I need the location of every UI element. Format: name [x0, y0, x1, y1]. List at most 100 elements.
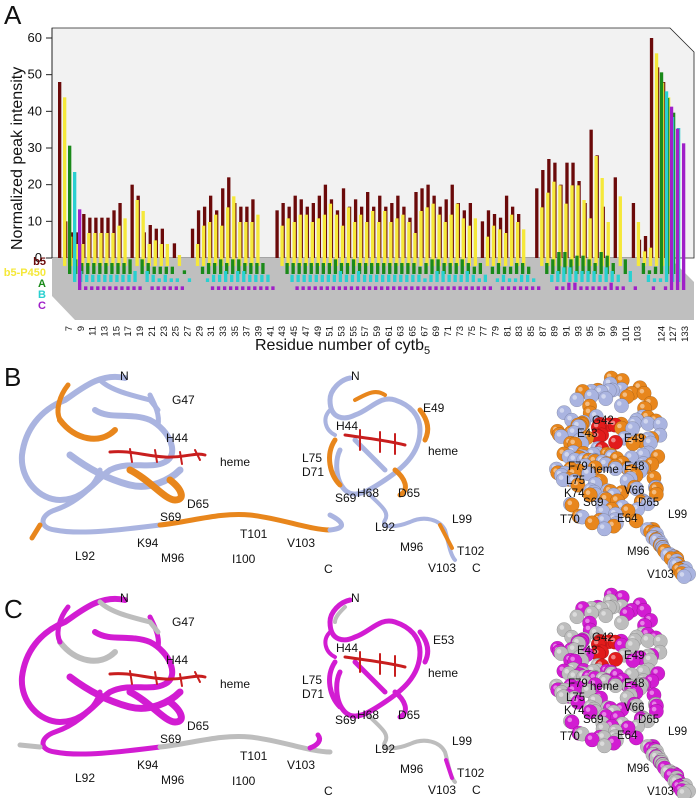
bar-C-12 — [108, 286, 112, 290]
bar-C-71 — [464, 286, 468, 290]
bar-B-11 — [97, 274, 101, 282]
series-label-b5-P450: b5-P450 — [4, 267, 46, 279]
x-tick-label: 57 — [360, 326, 371, 337]
x-tick-label: 51 — [325, 326, 336, 337]
bar-A-31 — [212, 263, 217, 274]
atom-sphere — [582, 704, 598, 720]
atom-highlight — [599, 516, 604, 521]
bar-b5-P450-26 — [177, 255, 182, 266]
atom-sphere — [569, 609, 585, 625]
c-right-label-l99: L99 — [668, 726, 687, 738]
atom-highlight — [594, 432, 599, 437]
x-tick-label: 89 — [550, 326, 561, 337]
atom-sphere — [596, 521, 612, 537]
panel-letter-a: A — [4, 0, 22, 30]
bar-C-53 — [355, 286, 360, 290]
atom-highlight — [570, 455, 576, 461]
bar-b5-99 — [613, 177, 617, 258]
bar-A-79 — [502, 266, 507, 274]
atom-highlight — [584, 686, 589, 691]
bar-C-52 — [349, 286, 354, 290]
atom-highlight — [622, 392, 628, 397]
atom-highlight — [559, 408, 565, 413]
bar-A-99 — [623, 259, 627, 274]
bar-B-53 — [350, 274, 355, 282]
atom-highlight — [632, 701, 637, 706]
bar-A-13 — [104, 263, 108, 274]
atom-highlight — [645, 438, 651, 444]
bar-b5-P450-71 — [449, 214, 453, 266]
bar-B-16 — [127, 274, 131, 282]
bar-C-44 — [301, 286, 305, 290]
c-left-label-c: C — [324, 784, 333, 798]
bar-C-36 — [253, 286, 257, 290]
bar-C-19 — [150, 286, 154, 290]
panel-letter-c: C — [4, 594, 23, 624]
atom-highlight — [636, 498, 642, 503]
bar-A-68 — [436, 259, 440, 274]
bar-C-48 — [325, 286, 329, 290]
c-right-label-e43: E43 — [577, 645, 597, 657]
bar-C-93 — [597, 286, 601, 290]
atom-highlight — [616, 618, 622, 623]
bar-B-48 — [320, 274, 324, 282]
x-tick-label: 79 — [490, 326, 501, 337]
c-left-label-g47: G47 — [172, 615, 195, 629]
bar-b5-P450-99 — [618, 196, 622, 266]
atom-sphere — [564, 497, 580, 513]
bar-b5-P450-57 — [364, 222, 369, 266]
atom-sphere — [676, 569, 692, 585]
bar-b5-P450-51 — [328, 203, 333, 266]
x-tick-label: 99 — [609, 326, 620, 337]
bar-A-38 — [255, 263, 259, 274]
bar-b5-19 — [130, 184, 134, 258]
bar-C-57 — [379, 286, 384, 290]
bar-b5-77 — [480, 221, 485, 258]
atom-highlight — [616, 401, 622, 406]
atom-highlight — [617, 719, 623, 725]
bar-A-77 — [490, 266, 495, 274]
bar-A-81 — [514, 263, 519, 274]
bar-C-8 — [84, 286, 88, 290]
bar-C-7 — [78, 209, 82, 290]
bar-C-35 — [247, 286, 251, 290]
c-mid-label-m96: M96 — [400, 762, 424, 776]
bar-b5-P450-90 — [564, 203, 568, 266]
x-tick-label: 77 — [479, 326, 490, 337]
bar-b5-P450-15 — [111, 233, 115, 266]
panel-c-space-fill — [548, 587, 697, 798]
bar-b5-P450-33 — [220, 225, 224, 266]
atom-highlight — [639, 605, 645, 611]
atom-highlight — [653, 452, 658, 457]
atom-highlight — [574, 638, 579, 644]
c-mid-label-t102: T102 — [457, 766, 485, 780]
x-tick-label: 31 — [206, 326, 217, 337]
bar-B-33 — [230, 274, 234, 282]
atom-highlight — [585, 490, 591, 495]
c-right-label-f79: F79 — [568, 678, 588, 690]
panel-c-ribbon-middle — [323, 597, 457, 784]
bar-A-90 — [569, 259, 573, 274]
atom-highlight — [605, 596, 611, 602]
atom-highlight — [679, 572, 685, 577]
b-mid-label-s69: S69 — [335, 491, 357, 505]
atom-highlight — [567, 500, 573, 506]
bar-b5-24 — [160, 228, 164, 258]
atom-sphere — [582, 487, 598, 503]
bar-C-78 — [506, 286, 511, 290]
atom-highlight — [577, 729, 583, 735]
bar-A-34 — [231, 259, 235, 274]
bar-C-62 — [410, 286, 414, 290]
bar-C-86 — [555, 286, 559, 290]
bar-B-24 — [175, 278, 179, 282]
atom-sphere — [625, 421, 640, 437]
bar-A-11 — [92, 263, 96, 274]
bar-b5-P450-38 — [250, 222, 254, 266]
bar-b5-P450-70 — [443, 222, 447, 266]
atom-highlight — [610, 420, 616, 426]
atom-sphere — [648, 486, 664, 502]
atom-highlight — [649, 690, 655, 696]
bar-b5-P450-103 — [642, 251, 647, 266]
atom-highlight — [558, 475, 564, 480]
b-right-label-heme: heme — [590, 464, 619, 476]
